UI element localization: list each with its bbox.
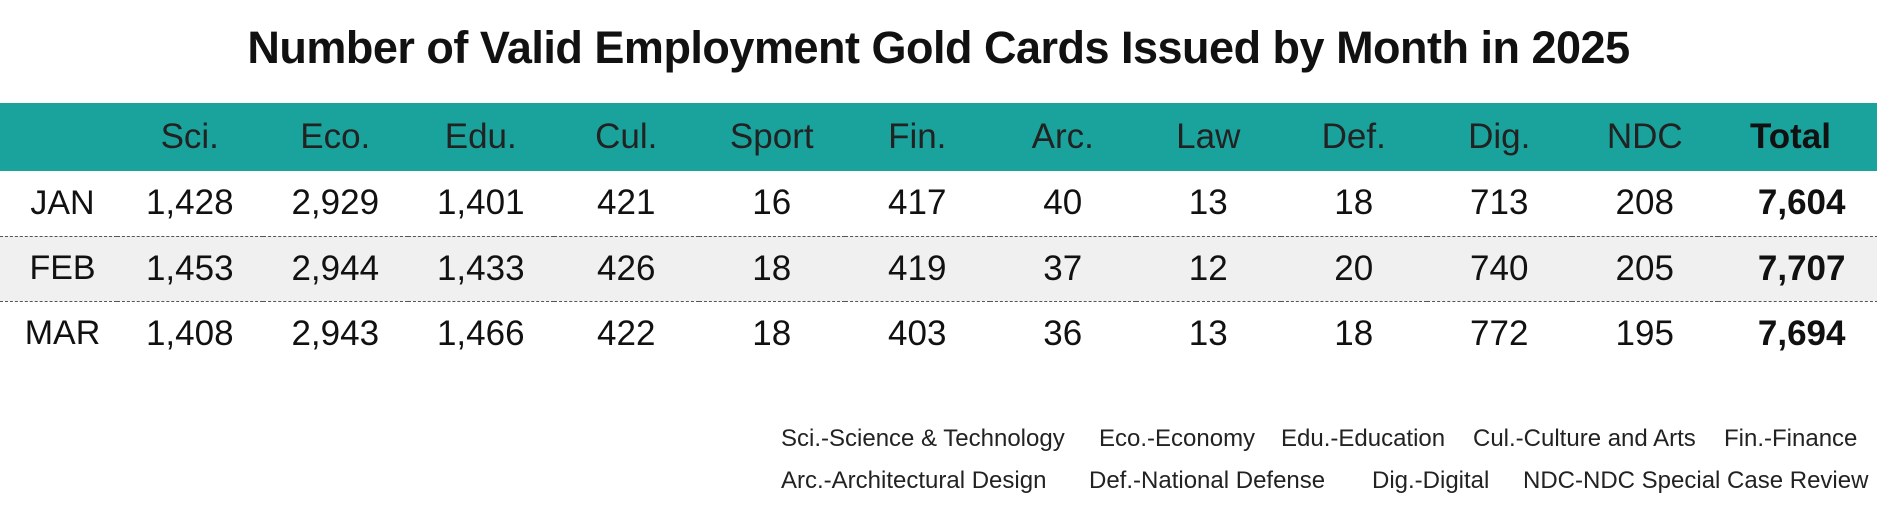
- value-cell: 36: [990, 300, 1136, 366]
- legend-item: Arc.-Architectural Design: [781, 467, 1047, 494]
- header-cell: Fin.: [888, 117, 947, 156]
- header-cell: Law: [1176, 117, 1241, 156]
- value-cell: 37: [990, 235, 1136, 301]
- header-cell: Dig.: [1468, 117, 1531, 156]
- table-row: FEB 1,453 2,944 1,433 426 18 419 37 12 20 740 205 7,…: [0, 235, 1877, 301]
- legend-item: Edu.-Education: [1281, 425, 1446, 452]
- legend-item: Cul.-Culture and Arts: [1473, 425, 1696, 452]
- value-cell: 740: [1426, 235, 1572, 301]
- value-cell: 772: [1426, 300, 1572, 366]
- value-cell: 421: [597, 183, 656, 223]
- legend-item: Def.-National Defense: [1089, 467, 1326, 494]
- month-cell: JAN: [30, 183, 95, 222]
- gold-card-table: Sci. Eco. Edu. Cul. Sport Fin. Arc. Law Def. Dig.…: [0, 103, 1877, 366]
- header-cell: Edu.: [444, 117, 517, 156]
- value-cell: 195: [1572, 300, 1718, 366]
- value-cell: 2,929: [291, 183, 380, 223]
- value-cell: 2,944: [262, 235, 408, 301]
- month-cell: MAR: [0, 300, 117, 366]
- header-cell: Eco.: [300, 117, 371, 156]
- value-cell: 40: [1043, 183, 1083, 223]
- legend-item: Sci.-Science & Technology: [781, 425, 1065, 452]
- value-cell: 13: [1135, 300, 1281, 366]
- legend-item: Fin.-Finance: [1724, 425, 1858, 452]
- value-cell: 426: [553, 235, 699, 301]
- value-cell: 12: [1135, 235, 1281, 301]
- legend-item: NDC-NDC Special Case Review: [1523, 467, 1869, 494]
- table-row: JAN 1,428 2,929 1,401 421 16 417 40 13 18 713 208 7,…: [0, 171, 1877, 236]
- header-cell: Def.: [1321, 117, 1386, 156]
- value-cell: 1,428: [145, 183, 234, 223]
- header-cell: Sport: [729, 117, 814, 156]
- value-cell: 422: [553, 300, 699, 366]
- table-header-row: Sci. Eco. Edu. Cul. Sport Fin. Arc. Law Def. Dig.…: [0, 103, 1877, 171]
- value-cell: 16: [752, 183, 792, 223]
- header-cell-blank: [0, 103, 117, 171]
- value-cell: 417: [888, 183, 947, 223]
- value-cell: 20: [1281, 235, 1427, 301]
- value-cell: 2,943: [262, 300, 408, 366]
- legend-item: Eco.-Economy: [1099, 425, 1256, 452]
- value-cell: 403: [844, 300, 990, 366]
- header-cell: Cul.: [595, 117, 658, 156]
- value-cell: 1,401: [436, 183, 525, 223]
- table-row: MAR 1,408 2,943 1,466 422 18 403 36 13 18 772 195 7,…: [0, 300, 1877, 366]
- value-cell: 13: [1188, 183, 1228, 223]
- header-cell-total: Total: [1749, 117, 1831, 156]
- header-cell: Arc.: [1031, 117, 1094, 156]
- abbreviation-legend: Sci.-Science & Technology Eco.-Economy Edu…: [0, 425, 1877, 505]
- value-cell: 1,466: [408, 300, 554, 366]
- value-cell: 18: [699, 300, 845, 366]
- chart-title: Number of Valid Employment Gold Cards Is…: [247, 22, 1630, 73]
- value-cell: 18: [1281, 300, 1427, 366]
- value-cell: 18: [699, 235, 845, 301]
- total-cell: 7,604: [1757, 183, 1846, 223]
- value-cell: 208: [1615, 183, 1674, 223]
- header-cell: Sci.: [160, 117, 219, 156]
- value-cell: 1,408: [117, 300, 263, 366]
- header-cell: NDC: [1606, 117, 1683, 156]
- value-cell: 419: [844, 235, 990, 301]
- month-cell: FEB: [0, 235, 117, 301]
- value-cell: 1,433: [408, 235, 554, 301]
- total-cell: 7,707: [1717, 235, 1877, 301]
- value-cell: 205: [1572, 235, 1718, 301]
- value-cell: 18: [1334, 183, 1374, 223]
- value-cell: 1,453: [117, 235, 263, 301]
- value-cell: 713: [1470, 183, 1529, 223]
- table-body: JAN 1,428 2,929 1,401 421 16 417 40 13 18 713 208 7,…: [0, 171, 1877, 366]
- legend-item: Dig.-Digital: [1372, 467, 1490, 494]
- total-cell: 7,694: [1717, 300, 1877, 366]
